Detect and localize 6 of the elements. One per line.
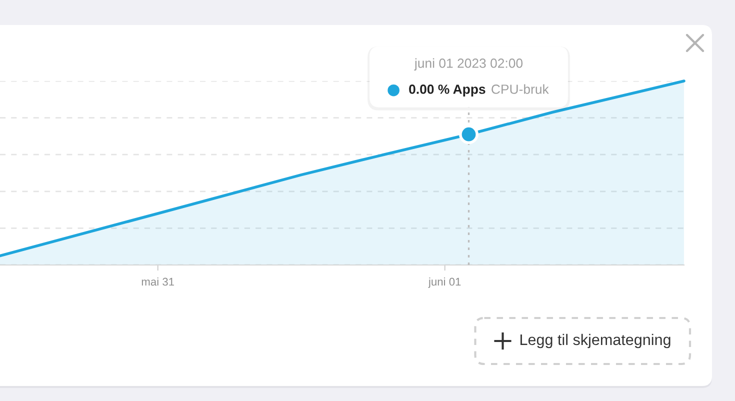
x-tick-label: mai 31 — [142, 278, 174, 286]
series-label: CPU-bruk — [492, 84, 549, 94]
annotation: 0.00 % Apps — [409, 84, 486, 97]
x-tick-label: juni 01 — [428, 278, 461, 288]
text: Legg til skjemategning — [520, 334, 670, 348]
text: juni 01 2023 02:00 — [414, 58, 523, 71]
